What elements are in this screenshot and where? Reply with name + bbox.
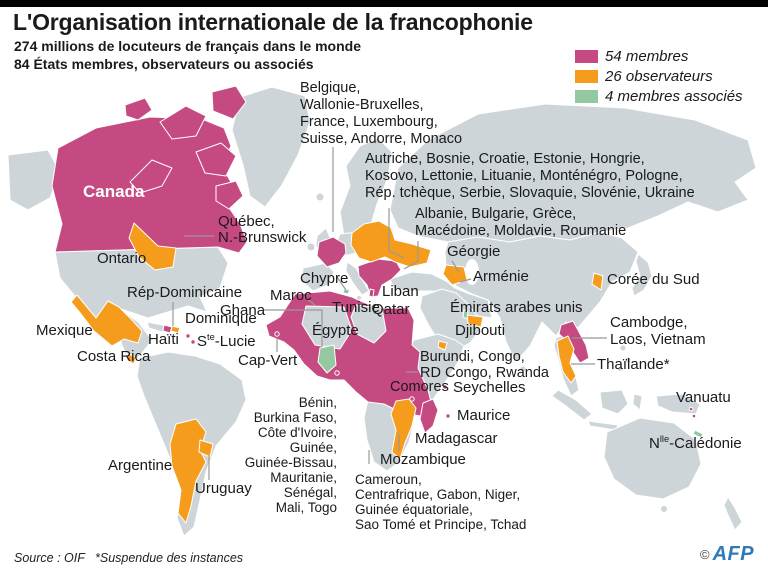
dot-comores	[409, 396, 415, 402]
dot-vanuatu	[688, 406, 694, 412]
region-iberia	[301, 262, 335, 292]
region-anatolia-iran	[389, 271, 493, 319]
legend-label-member: 54 membres	[605, 47, 689, 65]
region-australia	[603, 417, 702, 500]
region-arctic-islands	[215, 180, 244, 210]
region-dominican-republic	[170, 325, 181, 334]
region-sumatra	[551, 389, 593, 421]
legend-row-observers: 26 observateurs	[575, 66, 743, 86]
dot-sao-tome	[334, 370, 340, 376]
region-arctic-islands	[129, 159, 173, 194]
region-ontario	[128, 222, 177, 271]
region-sri-lanka	[519, 365, 527, 373]
region-qatar	[462, 309, 469, 320]
region-balkans	[357, 258, 402, 298]
member-island-dots	[185, 331, 697, 434]
afp-logo: AFP	[712, 543, 755, 565]
region-iceland	[315, 192, 325, 202]
region-arctic-islands	[124, 97, 153, 121]
dot-seychelles	[442, 384, 448, 390]
region-arctic-islands	[195, 142, 237, 177]
region-borneo	[599, 389, 629, 415]
non-member-overlays	[301, 259, 479, 350]
legend-label-observer: 26 observateurs	[605, 67, 713, 85]
region-arctic-islands	[211, 85, 247, 120]
region-uruguay	[198, 439, 214, 458]
region-sulawesi	[632, 393, 643, 411]
region-ghana	[317, 344, 337, 374]
dot-vanuatu	[691, 413, 697, 419]
region-djibouti	[437, 340, 448, 351]
legend-row-associates: 4 membres associés	[575, 86, 743, 106]
region-new-caledonia	[692, 429, 704, 439]
region-costa-rica	[126, 353, 137, 365]
top-bar	[0, 0, 768, 7]
legend-swatch-member	[575, 49, 598, 63]
subtitle-states: 84 États membres, observateurs ou associ…	[14, 56, 314, 72]
region-south-korea	[591, 272, 604, 291]
region-eastern-europe	[350, 220, 432, 268]
region-lebanon	[368, 288, 375, 298]
source-note: Source : OIF	[14, 551, 85, 565]
region-japan	[631, 253, 653, 297]
region-italy	[345, 261, 370, 296]
legend: 54 membres 26 observateurs 4 membres ass…	[575, 46, 743, 106]
region-tasmania	[660, 505, 668, 513]
region-philippines	[624, 356, 632, 364]
region-philippines	[619, 344, 627, 352]
region-alaska	[7, 149, 61, 211]
region-cyprus	[342, 288, 351, 295]
associate-regions	[317, 288, 704, 439]
legend-swatch-associate	[575, 89, 598, 103]
region-france	[316, 236, 347, 268]
region-thailand	[556, 335, 577, 384]
dot-dominique	[185, 333, 191, 339]
land-masses	[7, 86, 757, 537]
region-madagascar	[419, 398, 439, 434]
region-arabia	[419, 288, 481, 352]
region-java	[587, 420, 619, 431]
region-ireland	[306, 242, 316, 252]
dot-ste-lucie	[190, 339, 196, 345]
region-new-guinea	[655, 393, 701, 415]
suspension-footnote: *Suspendue des instances	[95, 551, 244, 565]
legend-label-associate: 4 membres associés	[605, 87, 743, 105]
region-new-zealand	[723, 496, 743, 531]
dot-maurice	[445, 413, 451, 419]
region-mozambique	[390, 398, 417, 460]
caspian-sea	[465, 259, 479, 285]
region-russia	[389, 103, 757, 243]
region-algeria	[301, 305, 353, 350]
page-title: L'Organisation internationale de la fran…	[13, 9, 533, 35]
legend-row-members: 54 membres	[575, 46, 743, 66]
dot-cap-vert	[274, 331, 280, 337]
member-regions	[51, 85, 590, 417]
observer-regions	[70, 220, 604, 524]
region-philippines	[617, 366, 623, 372]
region-uae	[466, 314, 484, 328]
region-arctic-islands	[159, 105, 207, 140]
copyright-icon: ©	[700, 547, 710, 562]
afp-credit: © AFP	[700, 543, 754, 566]
leader-lines	[172, 147, 607, 480]
legend-swatch-observer	[575, 69, 598, 83]
region-mexico	[70, 294, 143, 347]
region-indochina	[558, 320, 590, 364]
subtitle-speakers: 274 millions de locuteurs de français da…	[14, 38, 361, 54]
region-greenland	[231, 86, 311, 208]
region-argentina	[169, 418, 207, 524]
region-haiti	[162, 324, 173, 334]
region-libya	[350, 304, 387, 344]
region-caucasus	[442, 264, 468, 286]
